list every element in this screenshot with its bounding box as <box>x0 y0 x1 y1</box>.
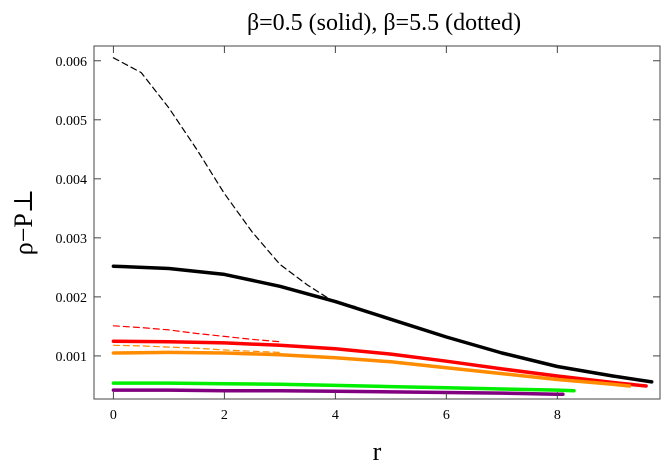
x-axis-label: r <box>373 437 382 466</box>
series-line-3 <box>112 325 281 343</box>
series-layer <box>111 57 654 397</box>
x-tick-label: 4 <box>332 408 339 423</box>
series-line-6 <box>111 350 632 388</box>
x-tick-label: 8 <box>554 408 561 423</box>
x-tick-label: 6 <box>443 408 450 423</box>
y-tick-label: 0.005 <box>56 114 88 129</box>
series-line-2 <box>111 264 654 384</box>
y-tick-label: 0.001 <box>56 350 88 365</box>
y-tick-label: 0.003 <box>56 232 88 247</box>
y-tick-label: 0.006 <box>56 55 88 70</box>
series-line-8 <box>111 388 565 397</box>
y-axis-label: ρ−P⊥ <box>9 189 38 256</box>
series-line-5 <box>112 344 281 353</box>
series-line-7 <box>111 381 576 393</box>
x-tick-label: 0 <box>110 408 117 423</box>
series-line-4 <box>111 339 648 388</box>
ticks-layer: 0 2 4 6 8 0.001 0.002 0.003 0.004 0.005 0.006 <box>56 46 660 423</box>
series-line-1 <box>112 57 359 308</box>
y-tick-label: 0.004 <box>56 173 88 188</box>
x-tick-label: 2 <box>221 408 228 423</box>
y-tick-label: 0.002 <box>56 291 88 306</box>
plot-frame <box>93 45 661 400</box>
chart-title: β=0.5 (solid), β=5.5 (dotted) <box>247 10 521 36</box>
